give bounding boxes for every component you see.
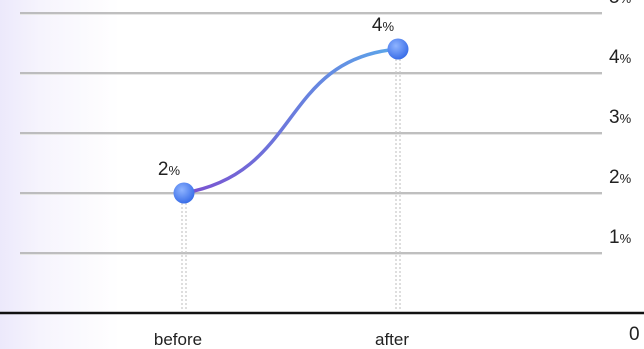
y-axis-ticks: 0 1% 2% 3% 4% 5% bbox=[609, 0, 640, 345]
y-tick-label: 0 bbox=[629, 324, 640, 345]
dashed-guides bbox=[181, 59, 401, 311]
data-point bbox=[173, 182, 195, 204]
y-tick-label: 1% bbox=[609, 227, 632, 248]
x-tick-label: before bbox=[154, 330, 202, 349]
data-label: 2% bbox=[158, 159, 181, 180]
y-tick-label: 4% bbox=[609, 47, 632, 68]
y-tick-label: 3% bbox=[609, 107, 632, 128]
gridlines bbox=[0, 12, 644, 315]
data-points bbox=[173, 38, 409, 204]
y-tick-label: 2% bbox=[609, 167, 632, 188]
data-label: 4% bbox=[372, 15, 395, 36]
data-labels: 2% 4% bbox=[158, 15, 395, 180]
x-axis-ticks: before after bbox=[154, 330, 409, 349]
series-line bbox=[182, 47, 400, 195]
y-tick-label: 5% bbox=[609, 0, 632, 8]
series-line-group bbox=[182, 47, 400, 195]
x-tick-label: after bbox=[375, 330, 409, 349]
data-point bbox=[387, 38, 409, 60]
